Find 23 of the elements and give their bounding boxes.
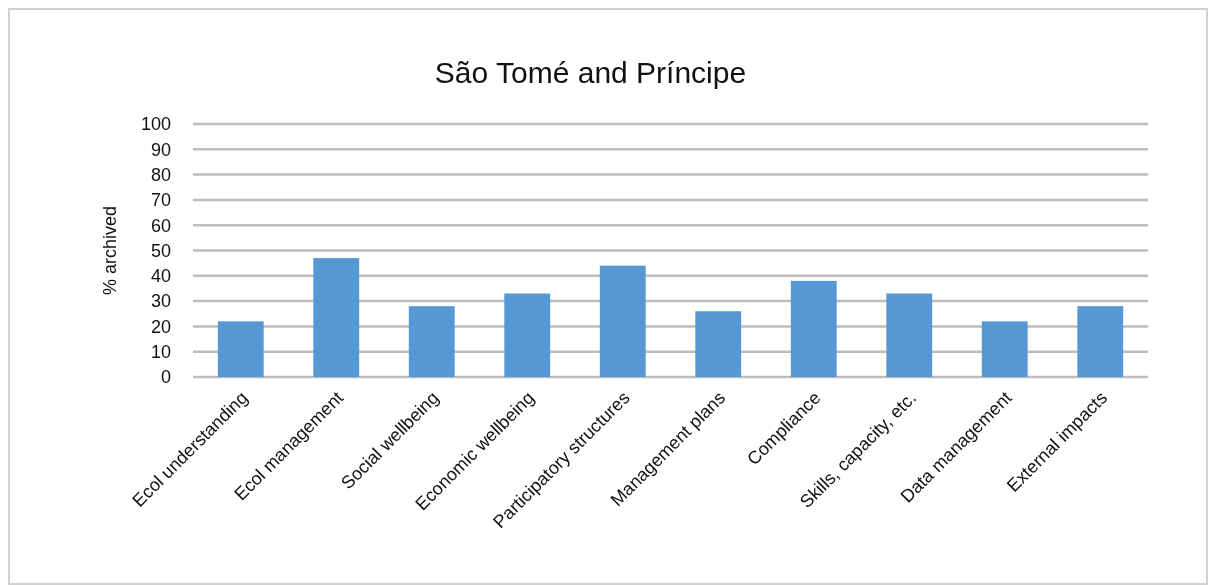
bar [981, 321, 1028, 377]
chart-title: São Tomé and Príncipe [434, 56, 747, 89]
y-tick-label: 0 [160, 367, 171, 388]
y-tick-label: 90 [150, 139, 171, 160]
y-tick-label: 10 [150, 342, 171, 362]
y-tick-label: 20 [150, 316, 171, 337]
bar [504, 293, 551, 377]
y-tick-label: 40 [150, 266, 171, 287]
y-axis-title: % archived [100, 205, 120, 296]
bar [1077, 306, 1124, 377]
bar [695, 311, 742, 377]
bar [408, 306, 455, 377]
y-tick-label: 100 [140, 114, 171, 135]
bar [790, 280, 837, 377]
y-tick-label: 30 [150, 291, 171, 312]
bar [313, 258, 360, 377]
y-tick-label: 80 [150, 164, 171, 185]
bar [599, 265, 646, 377]
y-tick-label: 60 [150, 215, 171, 236]
y-tick-label: 50 [150, 240, 171, 261]
bar [886, 293, 933, 377]
bar [217, 321, 264, 377]
y-tick-label: 70 [150, 190, 171, 211]
